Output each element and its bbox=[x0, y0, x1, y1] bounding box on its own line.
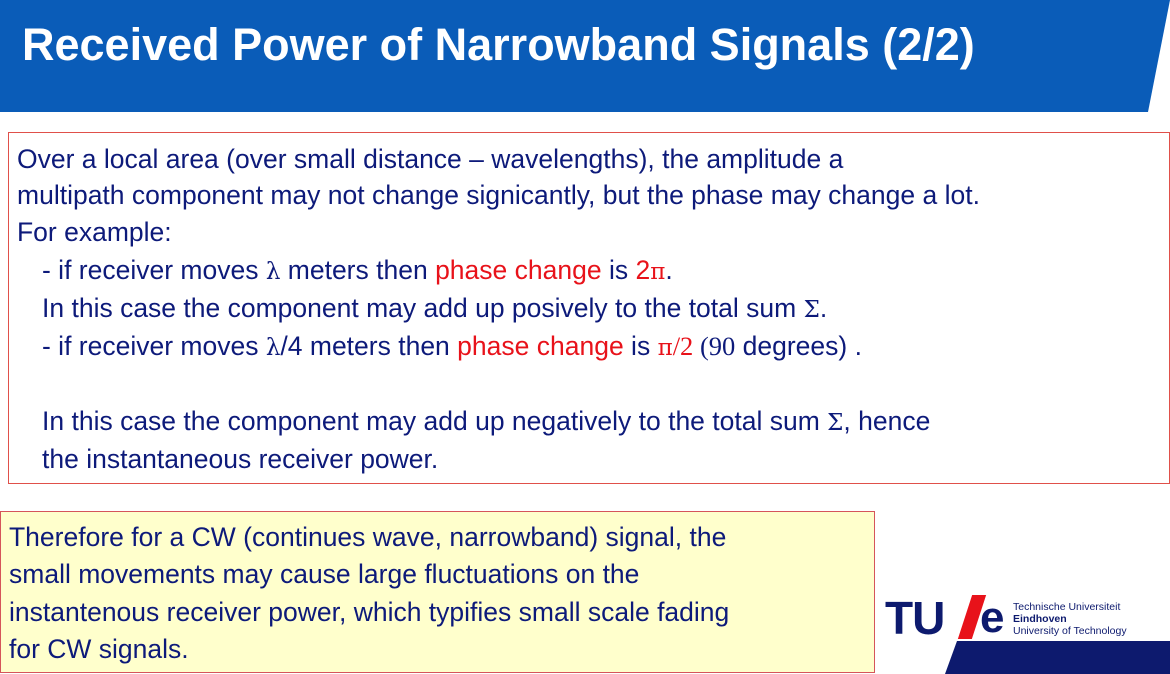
text-line-4: - if receiver moves λ meters then phase … bbox=[42, 253, 673, 289]
title-bar-corner bbox=[1148, 0, 1170, 112]
slide-title: Received Power of Narrowband Signals (2/… bbox=[22, 19, 975, 70]
line6-mid: /4 meters then bbox=[280, 331, 458, 361]
line6-pre: - if receiver moves bbox=[42, 331, 266, 361]
text-line-3: For example: bbox=[17, 217, 172, 247]
logo-e-mark: e bbox=[980, 593, 1005, 642]
footer-band bbox=[945, 641, 1170, 674]
text-line-5: In this case the component may add up po… bbox=[42, 291, 827, 327]
phase-change-highlight: phase change bbox=[435, 255, 602, 285]
conclusion-line-1: Therefore for a CW (continues wave, narr… bbox=[9, 522, 727, 552]
phase-change-highlight: phase change bbox=[457, 331, 624, 361]
sigma-symbol: Σ bbox=[803, 297, 820, 323]
text-line-2: multipath component may not change signi… bbox=[17, 180, 980, 210]
pi-symbol: π bbox=[657, 335, 673, 361]
logo-wordmark: Technische Universiteit Eindhoven Univer… bbox=[1013, 601, 1127, 637]
conclusion-line-4: for CW signals. bbox=[9, 634, 189, 664]
sigma-symbol: Σ bbox=[827, 410, 844, 436]
text-line-8: the instantaneous receiver power. bbox=[42, 444, 439, 474]
tue-logo: TU e Technische Universiteit Eindhoven U… bbox=[885, 592, 1165, 644]
line4-mid: meters then bbox=[280, 255, 436, 285]
logo-tu-mark: TU bbox=[885, 592, 945, 644]
line7-pre: In this case the component may add up ne… bbox=[42, 406, 828, 436]
line4-end: . bbox=[665, 255, 673, 285]
text-line-1: Over a local area (over small distance –… bbox=[17, 144, 844, 174]
text-line-7: In this case the component may add up ne… bbox=[42, 404, 930, 440]
lambda-symbol: λ bbox=[265, 259, 281, 285]
pi-fraction: /2 bbox=[672, 331, 694, 361]
title-bar: Received Power of Narrowband Signals (2/… bbox=[0, 0, 1170, 112]
line5-pre: In this case the component may add up po… bbox=[42, 293, 804, 323]
conclusion-line-2: small movements may cause large fluctuat… bbox=[9, 559, 640, 589]
pi-symbol: π bbox=[650, 259, 666, 285]
line4-is: is bbox=[601, 255, 636, 285]
logo-line-1: Technische Universiteit bbox=[1013, 601, 1121, 613]
line7-end: , hence bbox=[843, 406, 931, 436]
logo-line-2: Eindhoven bbox=[1013, 613, 1067, 625]
line6-is: is bbox=[623, 331, 658, 361]
main-content-box: Over a local area (over small distance –… bbox=[8, 132, 1170, 484]
lambda-symbol: λ bbox=[265, 335, 281, 361]
two-value: 2 bbox=[635, 255, 651, 285]
line6-end: degrees) . bbox=[735, 331, 862, 361]
degrees-value: (90 bbox=[693, 331, 736, 361]
conclusion-line-3: instantenous receiver power, which typif… bbox=[9, 597, 730, 627]
logo-line-3: University of Technology bbox=[1013, 625, 1127, 637]
text-line-6: - if receiver moves λ/4 meters then phas… bbox=[42, 329, 862, 365]
line4-pre: - if receiver moves bbox=[42, 255, 266, 285]
line5-end: . bbox=[819, 293, 828, 323]
conclusion-box: Therefore for a CW (continues wave, narr… bbox=[0, 511, 875, 673]
